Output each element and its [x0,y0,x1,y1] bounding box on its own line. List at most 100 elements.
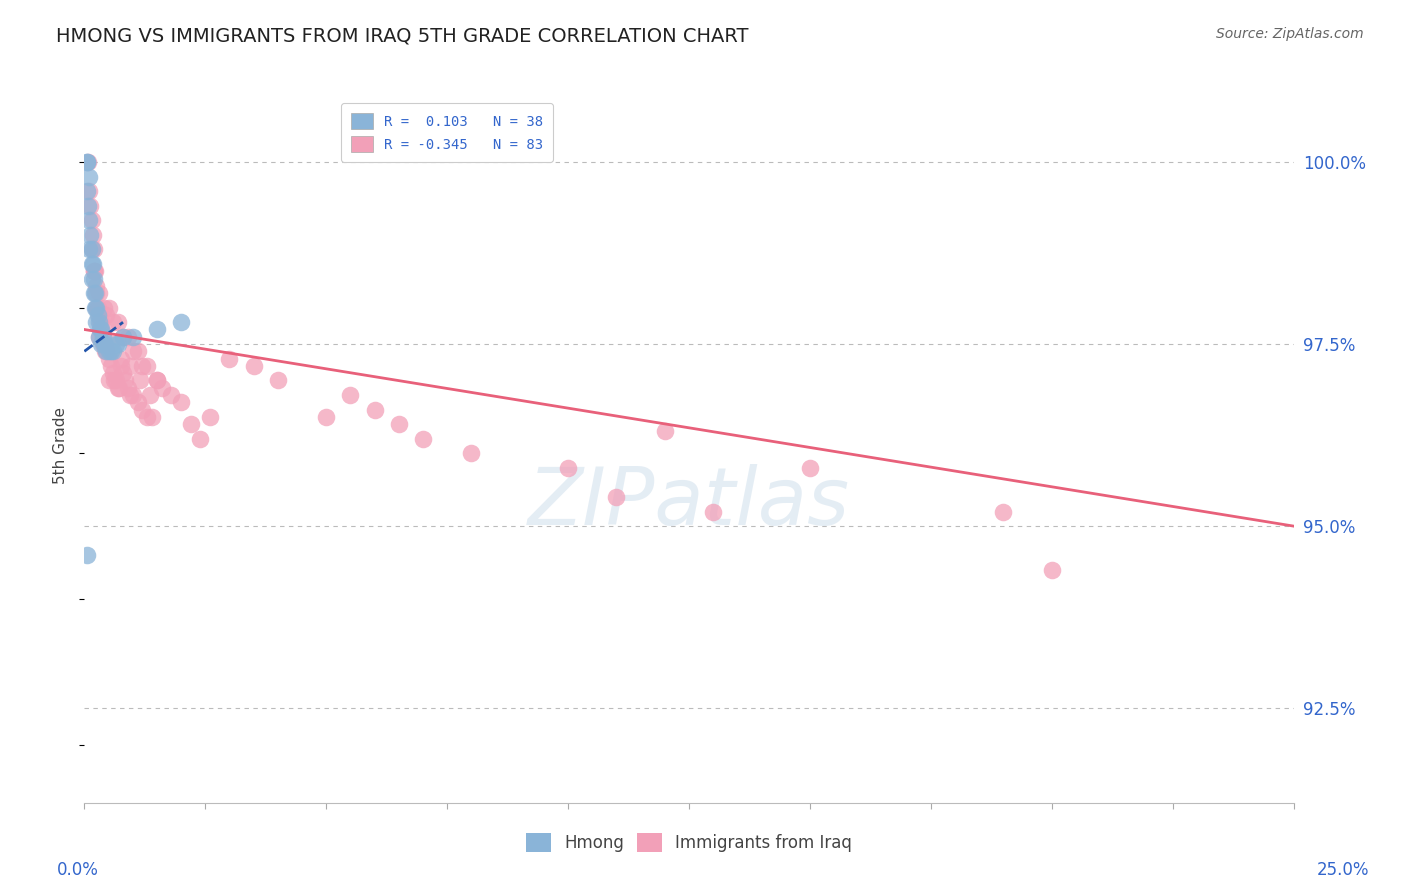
Point [146,374,169,388]
Point [83,264,105,278]
Point [87,308,110,322]
Point [103,366,125,380]
Point [90,322,112,336]
Point [198,409,221,424]
Point [97,344,120,359]
Point [127,395,149,409]
Point [100,359,122,373]
Text: HMONG VS IMMIGRANTS FROM IRAQ 5TH GRADE CORRELATION CHART: HMONG VS IMMIGRANTS FROM IRAQ 5TH GRADE … [56,27,749,45]
Point [103,374,125,388]
Point [79,199,101,213]
Point [112,366,135,380]
Point [87,330,110,344]
Point [146,322,169,336]
Point [190,432,212,446]
Point [80,243,103,257]
Point [83,264,105,278]
Text: Source: ZipAtlas.com: Source: ZipAtlas.com [1216,27,1364,41]
Point [160,388,183,402]
Point [170,395,193,409]
Point [77,155,100,169]
Point [76,155,98,169]
Point [141,409,163,424]
Point [77,213,100,227]
Point [94,308,117,322]
Point [87,315,110,329]
Point [79,227,101,242]
Point [100,337,122,351]
Point [180,417,202,432]
Point [89,322,111,336]
Point [86,301,108,315]
Point [107,337,129,351]
Point [150,381,173,395]
Point [77,199,100,213]
Point [80,271,103,285]
Point [76,548,98,562]
Point [117,330,139,344]
Point [103,344,125,359]
Point [557,460,579,475]
Point [94,344,117,359]
Point [107,381,129,395]
Point [93,337,115,351]
Point [242,359,264,373]
Point [97,301,120,315]
Point [138,388,160,402]
Point [91,337,114,351]
Point [121,330,143,344]
Point [89,315,111,329]
Point [91,330,114,344]
Point [799,460,821,475]
Point [131,359,153,373]
Point [87,308,110,322]
Point [93,301,115,315]
Point [388,417,411,432]
Point [90,322,112,336]
Point [654,425,676,439]
Text: ZIPatlas: ZIPatlas [527,464,851,542]
Point [77,169,100,184]
Point [83,243,105,257]
Point [412,432,434,446]
Point [112,330,135,344]
Point [993,504,1015,518]
Point [136,409,159,424]
Point [339,388,361,402]
Point [267,374,290,388]
Point [110,359,132,373]
Point [90,315,112,329]
Point [170,315,193,329]
Point [97,374,120,388]
Point [82,227,104,242]
Point [110,351,132,366]
Point [80,213,103,227]
Point [77,184,100,198]
Point [218,351,240,366]
Point [97,351,120,366]
Point [76,184,98,198]
Point [100,344,122,359]
Point [93,344,115,359]
Point [146,374,169,388]
Point [131,402,153,417]
Point [94,344,117,359]
Legend: Hmong, Immigrants from Iraq: Hmong, Immigrants from Iraq [519,826,859,859]
Point [605,490,627,504]
Text: 0.0%: 0.0% [56,861,98,879]
Y-axis label: 5th Grade: 5th Grade [53,408,69,484]
Point [112,330,135,344]
Point [121,388,143,402]
Point [87,330,110,344]
Point [103,315,125,329]
Point [90,337,112,351]
Point [117,381,139,395]
Point [76,155,98,169]
Point [86,301,108,315]
Point [83,271,105,285]
Point [460,446,482,460]
Point [86,315,108,329]
Point [114,374,136,388]
Point [127,344,149,359]
Point [84,286,107,301]
